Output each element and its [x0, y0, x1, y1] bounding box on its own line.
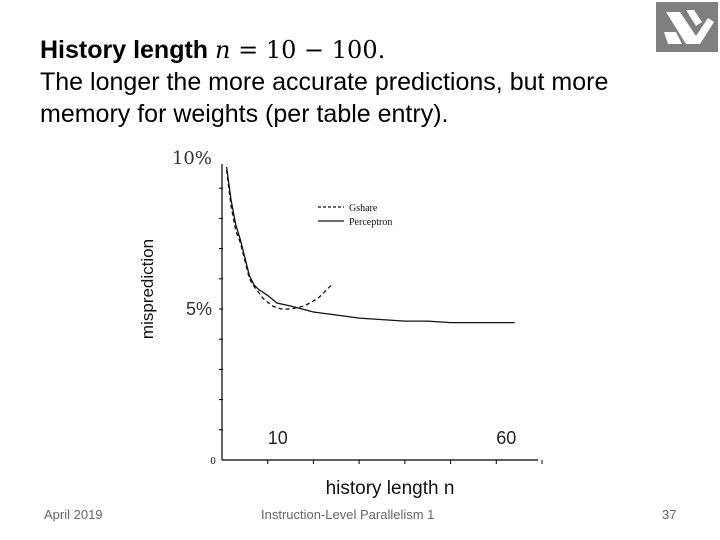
page-number: 37 — [662, 507, 677, 522]
x-tick-label: 10 — [268, 428, 288, 448]
chart-axes — [219, 164, 543, 464]
legend-label-perceptron: Perceptron — [349, 217, 392, 228]
footer-course: Instruction-Level Parallelism 1 — [261, 507, 435, 522]
y-axis-label: misprediction — [138, 239, 157, 339]
logo-icon — [656, 2, 718, 52]
title-math-variable: n — [215, 36, 231, 64]
chart-series — [225, 167, 515, 324]
chart-legend: Gshare Perceptron — [318, 203, 392, 228]
series-line-perceptron — [225, 167, 515, 324]
slide-title-block: History length n = 10 − 100. The longer … — [40, 34, 690, 130]
title-line-3: memory for weights (per table entry). — [40, 100, 449, 128]
chart-labels: 10% 5% 0 10 60 history length n misprediction — [138, 148, 516, 499]
x-tick-label: 60 — [496, 428, 516, 448]
title-line-1: History length n = 10 − 100. — [40, 34, 690, 66]
legend-label-gshare: Gshare — [349, 203, 378, 214]
title-bold-text: History length — [40, 36, 209, 64]
footer-date: April 2019 — [44, 507, 103, 522]
title-math-range: = 10 − 100. — [230, 36, 386, 64]
y-tick-label: 10% — [172, 148, 212, 169]
x-axis-label: history length n — [326, 478, 455, 499]
series-line-gshare — [225, 170, 333, 310]
y-tick-label: 5% — [186, 299, 212, 319]
axis-zero-label: 0 — [210, 457, 216, 467]
title-line-2: The longer the more accurate predictions… — [40, 68, 609, 96]
